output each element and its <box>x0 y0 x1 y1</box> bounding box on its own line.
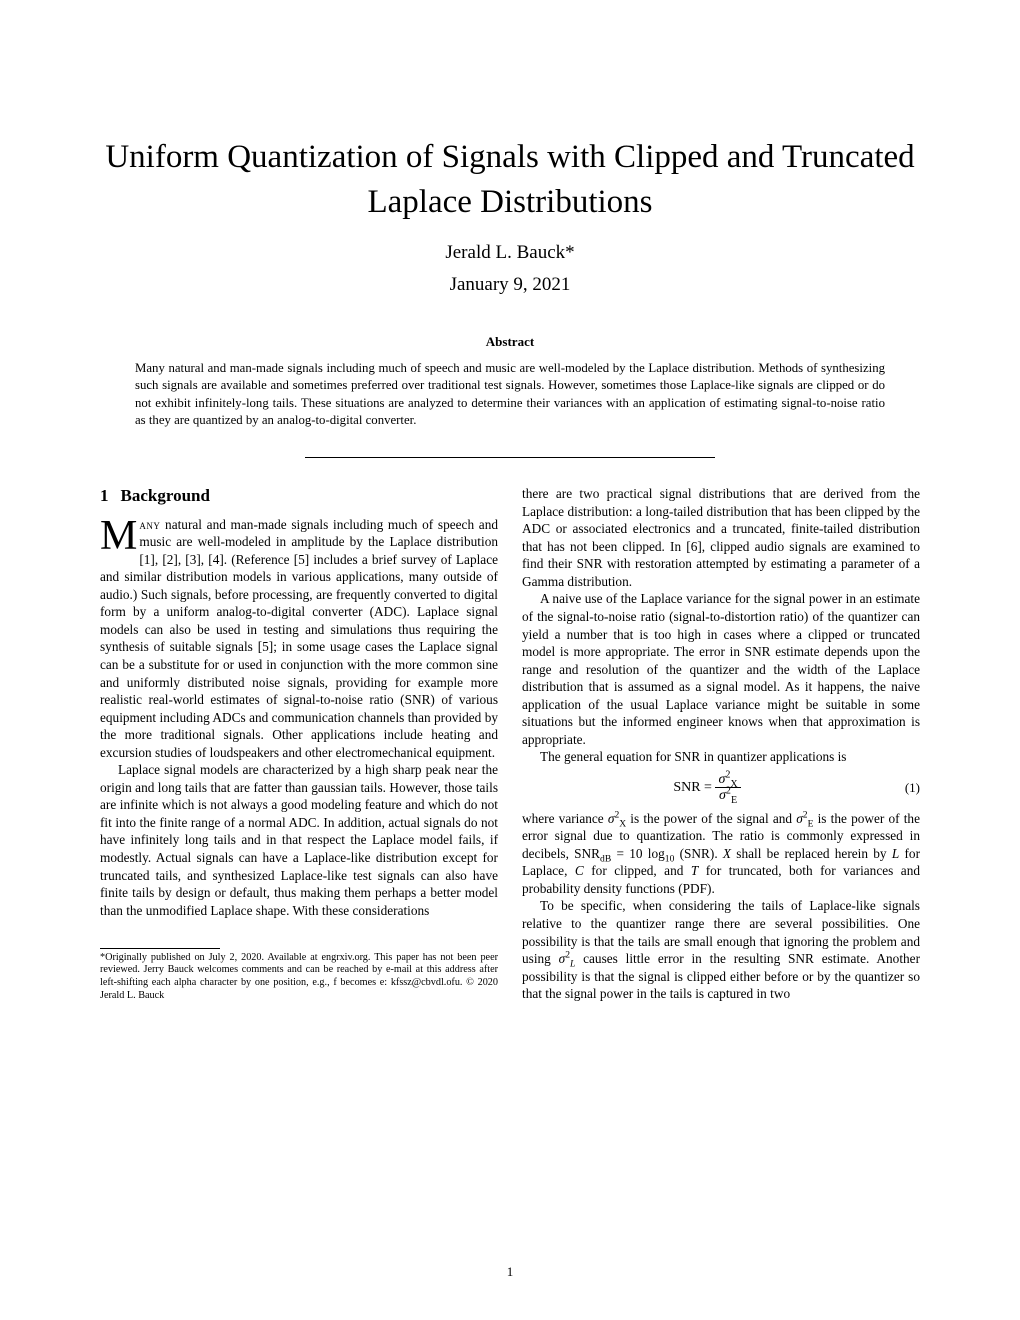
right-p5: To be specific, when considering the tai… <box>522 897 920 1002</box>
right-p4: where variance σ2X is the power of the s… <box>522 810 920 898</box>
two-column-body: 1 Background Many natural and man-made si… <box>100 485 920 1003</box>
footnote: *Originally published on July 2, 2020. A… <box>100 952 498 1003</box>
abstract-text: Many natural and man-made signals includ… <box>135 360 885 429</box>
right-column: there are two practical signal distribut… <box>522 485 920 1003</box>
eq1-fraction: σ2X σ2E <box>715 772 740 804</box>
equation-1-body: SNR = σ2X σ2E <box>522 772 892 804</box>
left-p1: Many natural and man-made signals includ… <box>100 516 498 762</box>
right-p2: A naive use of the Laplace variance for … <box>522 590 920 748</box>
section-number: 1 <box>100 486 109 505</box>
right-p1: there are two practical signal distribut… <box>522 485 920 590</box>
section-title: Background <box>121 486 210 505</box>
eq1-lhs: SNR = <box>673 780 712 795</box>
right-p3: The general equation for SNR in quantize… <box>522 748 920 766</box>
page: Uniform Quantization of Signals with Cli… <box>0 0 1020 1320</box>
dropcap: M <box>100 516 139 553</box>
footnote-rule <box>100 948 220 949</box>
left-p2: Laplace signal models are characterized … <box>100 761 498 919</box>
paper-author: Jerald L. Bauck* <box>100 242 920 264</box>
page-number: 1 <box>0 1264 1020 1280</box>
paper-title: Uniform Quantization of Signals with Cli… <box>100 135 920 224</box>
section-heading: 1 Background <box>100 485 498 507</box>
paper-date: January 9, 2021 <box>100 274 920 296</box>
left-column: 1 Background Many natural and man-made si… <box>100 485 498 1003</box>
smallcaps-lead: any <box>139 517 160 532</box>
abstract-rule-container <box>100 445 920 463</box>
equation-1-number: (1) <box>892 779 920 796</box>
abstract-rule <box>305 457 715 458</box>
abstract-label: Abstract <box>100 334 920 350</box>
left-p1-rest: natural and man-made signals including m… <box>100 517 498 760</box>
equation-1: SNR = σ2X σ2E (1) <box>522 772 920 804</box>
